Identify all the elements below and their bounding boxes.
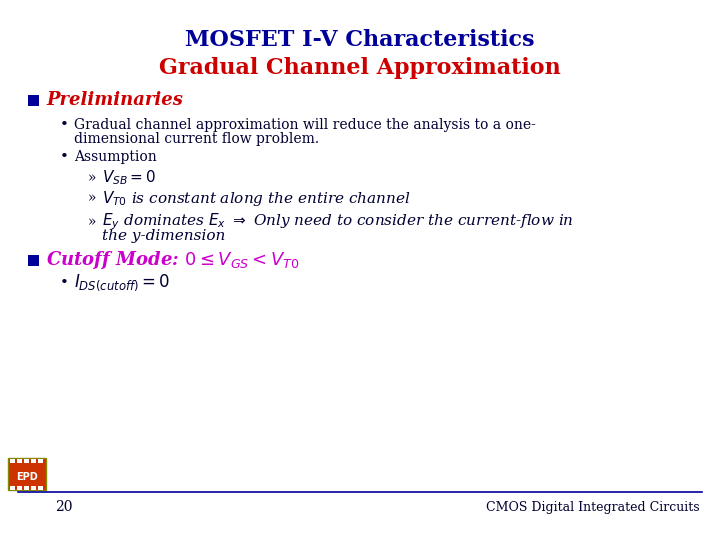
Bar bbox=[10, 486, 15, 490]
Text: 20: 20 bbox=[55, 500, 73, 514]
Bar bbox=[31, 459, 36, 463]
Text: •: • bbox=[60, 276, 69, 290]
Text: »: » bbox=[88, 215, 96, 229]
Text: EPD: EPD bbox=[16, 472, 38, 482]
Text: MOSFET I-V Characteristics: MOSFET I-V Characteristics bbox=[185, 29, 535, 51]
Bar bbox=[24, 486, 29, 490]
Bar bbox=[17, 459, 22, 463]
Text: the y-dimension: the y-dimension bbox=[102, 229, 225, 243]
Text: Assumption: Assumption bbox=[74, 150, 157, 164]
Bar bbox=[10, 459, 15, 463]
Text: $I_{DS(cutoff)}=0$: $I_{DS(cutoff)}=0$ bbox=[74, 273, 171, 293]
Text: Preliminaries: Preliminaries bbox=[46, 91, 183, 109]
Text: •: • bbox=[60, 150, 69, 164]
Bar bbox=[28, 255, 39, 266]
Bar bbox=[38, 486, 43, 490]
Text: $V_{T0}$ is constant along the entire channel: $V_{T0}$ is constant along the entire ch… bbox=[102, 188, 411, 207]
Text: »: » bbox=[88, 191, 96, 205]
Text: CMOS Digital Integrated Circuits: CMOS Digital Integrated Circuits bbox=[487, 501, 700, 514]
Text: »: » bbox=[88, 171, 96, 185]
Text: •: • bbox=[60, 118, 69, 132]
Text: Gradual Channel Approximation: Gradual Channel Approximation bbox=[159, 57, 561, 79]
Bar bbox=[28, 95, 39, 106]
Text: $E_y$ dominates $E_x$ $\Rightarrow$ Only need to consider the current-flow in: $E_y$ dominates $E_x$ $\Rightarrow$ Only… bbox=[102, 212, 574, 232]
Text: dimensional current flow problem.: dimensional current flow problem. bbox=[74, 132, 319, 146]
Bar bbox=[24, 459, 29, 463]
Bar bbox=[31, 486, 36, 490]
Text: $V_{SB}=0$: $V_{SB}=0$ bbox=[102, 168, 156, 187]
FancyBboxPatch shape bbox=[8, 458, 46, 490]
Bar bbox=[17, 486, 22, 490]
Bar bbox=[38, 459, 43, 463]
Text: Gradual channel approximation will reduce the analysis to a one-: Gradual channel approximation will reduc… bbox=[74, 118, 536, 132]
Text: Cutoff Mode: $0\leq V_{GS}<V_{T0}$: Cutoff Mode: $0\leq V_{GS}<V_{T0}$ bbox=[46, 249, 300, 271]
